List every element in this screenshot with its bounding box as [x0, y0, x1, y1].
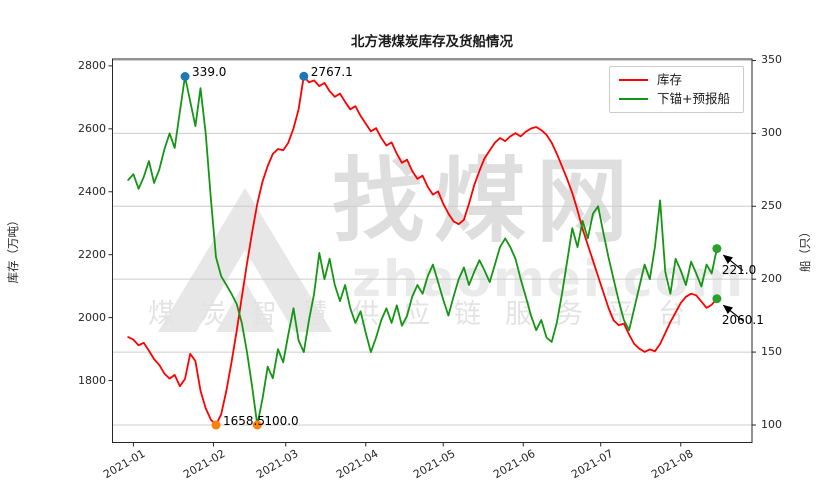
- annotation-marker: [252, 420, 262, 430]
- y-axis-label-right: 船（只）: [798, 226, 812, 272]
- legend-line-swatch-red: [619, 79, 648, 82]
- y-left-tick-label: 2800: [78, 58, 106, 72]
- y-left-tick-label: 2000: [78, 310, 106, 324]
- y-left-tick-label: 2600: [78, 121, 106, 135]
- legend-line-swatch-green: [619, 97, 648, 100]
- annotation-label: 2060.1: [721, 312, 764, 327]
- legend-label-ships: 下锚+预报船: [657, 90, 730, 106]
- annotation-label: 100.0: [264, 414, 299, 428]
- y-right-tick-label: 350: [761, 53, 782, 67]
- annotation-marker: [299, 71, 309, 81]
- legend-label-inventory: 库存: [657, 72, 683, 88]
- y-right-tick-label: 100: [761, 418, 782, 431]
- annotation-marker: [712, 294, 722, 304]
- annotation-arrow: [722, 304, 744, 322]
- y-axis-label-left: 库存（万吨）: [6, 214, 20, 284]
- y-right-tick-label: 250: [761, 199, 782, 213]
- legend: 库存 下锚+预报船: [609, 66, 744, 113]
- legend-item-ships: 下锚+预报船: [619, 91, 734, 107]
- annotation-label: 2767.1: [310, 65, 353, 80]
- annotation-label: 221.0: [721, 262, 757, 277]
- annotation-label: 1658.5: [223, 414, 266, 429]
- y-right-tick-label: 200: [761, 272, 782, 286]
- annotation-label: 339.0: [192, 65, 227, 80]
- y-right-tick-label: 300: [761, 126, 782, 140]
- annotation-marker: [180, 71, 190, 81]
- series-line-ships: [127, 75, 718, 426]
- y-left-tick-label: 2200: [78, 247, 106, 261]
- annotation-arrow: [722, 254, 744, 272]
- annotation-marker: [211, 420, 221, 430]
- y-left-tick-label: 2400: [78, 184, 106, 198]
- y-left-tick-label: 1800: [78, 373, 106, 387]
- y-right-tick-label: 150: [761, 345, 782, 359]
- annotation-marker: [712, 244, 722, 254]
- legend-item-inventory: 库存: [619, 72, 734, 88]
- chart-title: 北方港煤炭库存及货船情况: [351, 34, 513, 50]
- series-line-inventory: [127, 75, 718, 426]
- axes-spines: [112, 58, 753, 443]
